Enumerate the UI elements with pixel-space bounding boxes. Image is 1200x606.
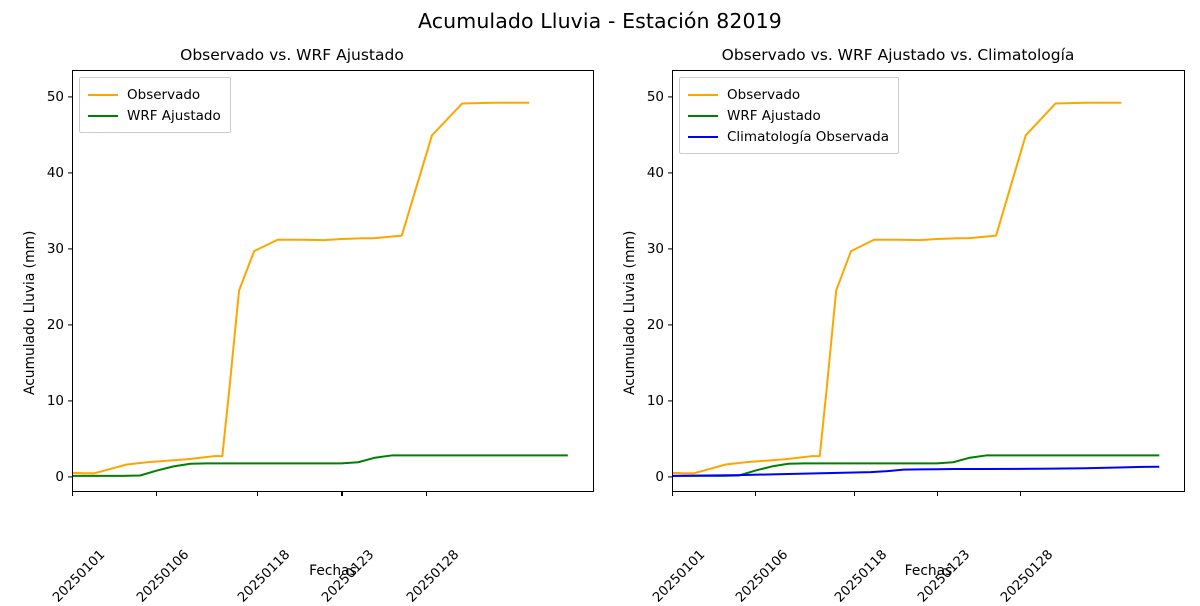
left-y-tick-labels: 0 10 20 30 40 50 — [30, 70, 64, 492]
y-tick-label: 40 — [646, 164, 664, 181]
subplot-left: Observado vs. WRF Ajustado — [0, 0, 600, 600]
legend-line-swatch — [688, 135, 718, 138]
legend-line-swatch — [688, 114, 718, 117]
series-line — [73, 455, 568, 475]
y-tick-label: 50 — [646, 88, 664, 105]
y-tick-label: 0 — [655, 468, 664, 485]
x-tick-mark — [156, 492, 158, 496]
legend-line-swatch — [688, 93, 718, 96]
right-y-tick-labels: 0 10 20 30 40 50 — [630, 70, 664, 492]
y-tick-mark — [668, 248, 672, 250]
series-line — [673, 467, 1159, 476]
right-legend: Observado WRF Ajustado Climatología Observ… — [679, 77, 899, 154]
legend-item[interactable]: WRF Ajustado — [688, 105, 889, 126]
y-tick-mark — [68, 476, 72, 478]
x-tick-mark — [425, 492, 427, 496]
left-y-tick-marks — [68, 70, 72, 492]
y-tick-mark — [68, 172, 72, 174]
legend-item[interactable]: WRF Ajustado — [88, 105, 221, 126]
series-line — [673, 455, 1159, 475]
right-x-tick-labels: 20250101 20250106 20250118 20250123 20250128 — [650, 492, 1185, 606]
right-plot-lines — [673, 71, 1184, 491]
legend-item[interactable]: Climatología Observada — [688, 126, 889, 147]
y-tick-label: 0 — [55, 468, 64, 485]
y-tick-label: 50 — [46, 88, 64, 105]
x-tick-mark — [854, 492, 856, 496]
left-plot-lines — [73, 71, 593, 491]
right-axes-title: Observado vs. WRF Ajustado vs. Climatolo… — [721, 46, 1075, 64]
legend-line-swatch — [88, 114, 118, 117]
left-x-tick-labels: 20250101 20250106 20250118 20250123 20250128 — [50, 492, 594, 606]
series-line — [73, 103, 529, 473]
y-tick-mark — [68, 248, 72, 250]
x-tick-mark — [754, 492, 756, 496]
y-tick-label: 10 — [646, 392, 664, 409]
x-tick-mark — [1019, 492, 1021, 496]
y-tick-label: 10 — [46, 392, 64, 409]
y-tick-mark — [668, 400, 672, 402]
y-tick-label: 20 — [46, 316, 64, 333]
legend-item-label: Observado — [127, 86, 201, 103]
x-tick-mark — [672, 492, 674, 496]
y-tick-mark — [668, 324, 672, 326]
y-tick-mark — [68, 400, 72, 402]
series-line — [673, 103, 1121, 473]
legend-item[interactable]: Observado — [88, 84, 221, 105]
legend-item-label: WRF Ajustado — [127, 107, 221, 124]
y-tick-mark — [68, 324, 72, 326]
x-tick-mark — [936, 492, 938, 496]
legend-item[interactable]: Observado — [688, 84, 889, 105]
figure-suptitle: Acumulado Lluvia - Estación 82019 — [418, 9, 782, 33]
subplot-right: Observado vs. WRF Ajustado vs. Climatolo… — [600, 0, 1200, 600]
y-tick-mark — [668, 172, 672, 174]
y-tick-mark — [68, 96, 72, 98]
legend-item-label: Climatología Observada — [727, 128, 889, 145]
y-tick-mark — [668, 476, 672, 478]
left-legend: Observado WRF Ajustado — [79, 77, 231, 133]
y-tick-label: 30 — [646, 240, 664, 257]
legend-item-label: Observado — [727, 86, 801, 103]
right-y-tick-marks — [668, 70, 672, 492]
x-tick-mark — [341, 492, 343, 496]
y-tick-label: 40 — [46, 164, 64, 181]
y-tick-label: 20 — [646, 316, 664, 333]
x-tick-mark — [257, 492, 259, 496]
y-tick-label: 30 — [46, 240, 64, 257]
left-x-axis-label: Fechas — [309, 563, 357, 579]
y-tick-mark — [668, 96, 672, 98]
legend-line-swatch — [88, 93, 118, 96]
x-tick-mark — [72, 492, 74, 496]
right-x-axis-label: Fechas — [904, 563, 953, 579]
legend-item-label: WRF Ajustado — [727, 107, 821, 124]
left-plot-area — [72, 70, 594, 492]
left-axes-title: Observado vs. WRF Ajustado — [180, 46, 404, 64]
